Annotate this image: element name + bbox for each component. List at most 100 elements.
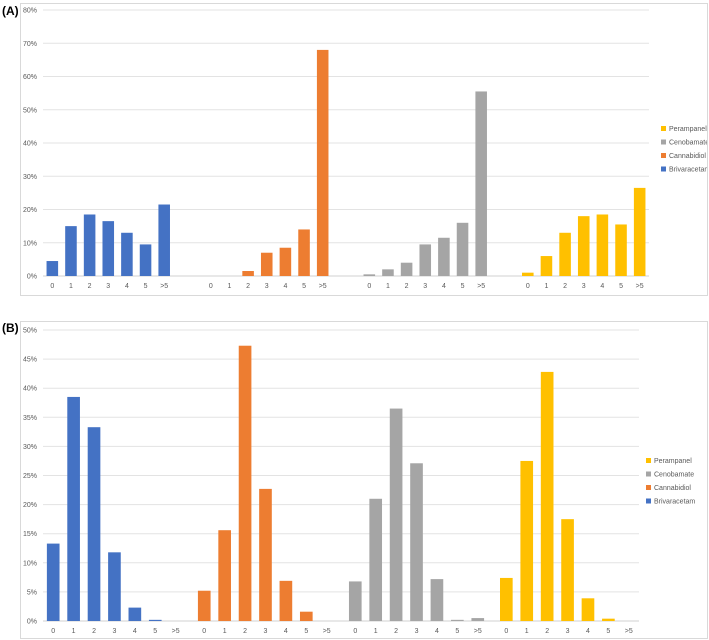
- y-tick-label: 10%: [23, 240, 37, 247]
- bar-perampanel-3: [561, 519, 574, 621]
- x-tick-label: 0: [209, 283, 213, 290]
- bar-brivaracetam-2: [87, 427, 101, 621]
- chart-a-svg: 0% 10% 20% 30% 40% 50% 60% 70% 80% 0 1 2 3 4 5 >5 0 1 2 3 4 5…: [23, 8, 707, 291]
- x-tick-label: >5: [477, 283, 485, 290]
- legend-swatch-cannabidiol: [661, 153, 666, 158]
- legend-swatch-brivaracetam: [646, 498, 651, 504]
- bar-perampanel->5: [633, 187, 646, 276]
- y-tick-label: 70%: [23, 41, 37, 48]
- bar-brivaracetam-4: [128, 607, 142, 621]
- legend-label-brivaracetam: Brivaracetam: [669, 167, 707, 174]
- x-tick-label: 2: [545, 628, 549, 635]
- y-tick-label: 45%: [23, 357, 37, 364]
- y-tick-label: 30%: [23, 174, 37, 181]
- x-tick-label: 4: [435, 628, 439, 635]
- bar-perampanel-3: [577, 216, 590, 276]
- bar-perampanel-5: [602, 618, 615, 621]
- bar-perampanel-4: [581, 598, 595, 621]
- x-tick-label: 5: [153, 628, 157, 635]
- x-tick-label: 3: [423, 283, 427, 290]
- bar-cenobamate-2: [400, 262, 413, 276]
- x-tick-label: 4: [283, 283, 287, 290]
- x-tick-label: >5: [319, 283, 327, 290]
- bar-cenobamate->5: [475, 91, 487, 277]
- y-tick-label: 20%: [23, 502, 37, 509]
- bar-cenobamate-4: [430, 579, 444, 621]
- x-tick-label: 2: [92, 628, 96, 635]
- bar-brivaracetam-0: [46, 543, 60, 621]
- x-tick-label: 3: [265, 283, 269, 290]
- x-tick-label: 3: [582, 283, 586, 290]
- x-tick-label: 1: [525, 628, 529, 635]
- bar-cenobamate-2: [389, 408, 403, 621]
- legend-label-brivaracetam: Brivaracetam: [654, 499, 695, 506]
- y-tick-label: 30%: [23, 444, 37, 451]
- x-tick-label: 4: [600, 283, 604, 290]
- x-tick-label: 0: [367, 283, 371, 290]
- x-tick-label: 0: [50, 283, 54, 290]
- legend-swatch-cannabidiol: [646, 485, 651, 490]
- bar-cenobamate-1: [382, 269, 394, 276]
- bar-cenobamate-0: [363, 274, 376, 276]
- bar-cannabidiol-4: [279, 580, 293, 621]
- legend-label-cenobamate: Cenobamate: [669, 140, 707, 147]
- x-tick-label: 1: [69, 283, 73, 290]
- bar-cenobamate-5: [456, 222, 469, 276]
- bar-cannabidiol-0: [197, 590, 211, 621]
- x-tick-label: 2: [405, 283, 409, 290]
- x-tick-label: 1: [223, 628, 227, 635]
- x-tick-label: 5: [455, 628, 459, 635]
- bar-brivaracetam-3: [108, 552, 121, 621]
- bar-cannabidiol-2: [238, 345, 252, 621]
- x-tick-label: 2: [246, 283, 250, 290]
- chart-panel-a: 0% 10% 20% 30% 40% 50% 60% 70% 80% 0 1 2 3 4 5 >5 0 1 2 3 4 5…: [20, 3, 708, 296]
- panel-b-label: (B): [2, 321, 19, 335]
- bar-cannabidiol-5: [299, 611, 313, 621]
- panel-a-label: (A): [2, 4, 19, 18]
- bar-cannabidiol-3: [260, 252, 273, 276]
- bar-perampanel-2: [559, 232, 571, 276]
- legend-swatch-perampanel: [661, 126, 666, 131]
- y-tick-label: 10%: [23, 560, 37, 567]
- y-tick-label: 0%: [27, 619, 37, 626]
- x-tick-label: 4: [442, 283, 446, 290]
- y-tick-label: 40%: [23, 141, 37, 148]
- bar-cenobamate-0: [348, 581, 362, 621]
- legend-label-perampanel: Perampanel: [654, 458, 692, 465]
- y-tick-label: 0%: [27, 274, 37, 281]
- y-tick-label: 50%: [23, 328, 37, 335]
- bar-cannabidiol-4: [279, 247, 292, 276]
- legend-swatch-cenobamate: [661, 139, 666, 145]
- x-tick-label: 1: [72, 628, 76, 635]
- x-tick-label: 5: [619, 283, 623, 290]
- bar-brivaracetam-0: [46, 261, 59, 276]
- bar-cannabidiol-2: [242, 271, 254, 276]
- bar-brivaracetam-2: [83, 214, 96, 276]
- x-tick-label: 0: [202, 628, 206, 635]
- y-tick-label: 40%: [23, 386, 37, 393]
- x-tick-label: 0: [526, 283, 530, 290]
- legend-label-cannabidiol: Cannabidiol: [669, 153, 706, 160]
- y-tick-label: 5%: [27, 589, 37, 596]
- bar-brivaracetam->5: [158, 204, 170, 276]
- bar-cannabidiol->5: [316, 49, 329, 277]
- y-tick-label: 80%: [23, 8, 37, 15]
- bar-cenobamate-3: [410, 463, 423, 621]
- bar-brivaracetam-5: [148, 619, 162, 621]
- y-tick-label: 50%: [23, 107, 37, 114]
- x-tick-label: 0: [51, 628, 55, 635]
- bar-cenobamate->5: [471, 618, 485, 621]
- bar-perampanel-2: [540, 371, 554, 621]
- y-tick-label: 15%: [23, 531, 37, 538]
- y-tick-label: 60%: [23, 74, 37, 81]
- chart-panel-b: 0% 5% 10% 15% 20% 25% 30% 35% 40% 45% 50% 0 1 2 3 4 5 >5 0…: [20, 321, 708, 639]
- x-tick-label: 2: [243, 628, 247, 635]
- x-tick-label: 4: [284, 628, 288, 635]
- bar-perampanel-1: [540, 256, 553, 276]
- x-tick-label: 1: [228, 283, 232, 290]
- x-tick-label: 4: [586, 628, 590, 635]
- y-tick-label: 20%: [23, 207, 37, 214]
- x-tick-label: 5: [302, 283, 306, 290]
- x-tick-label: 0: [353, 628, 357, 635]
- x-tick-label: 2: [394, 628, 398, 635]
